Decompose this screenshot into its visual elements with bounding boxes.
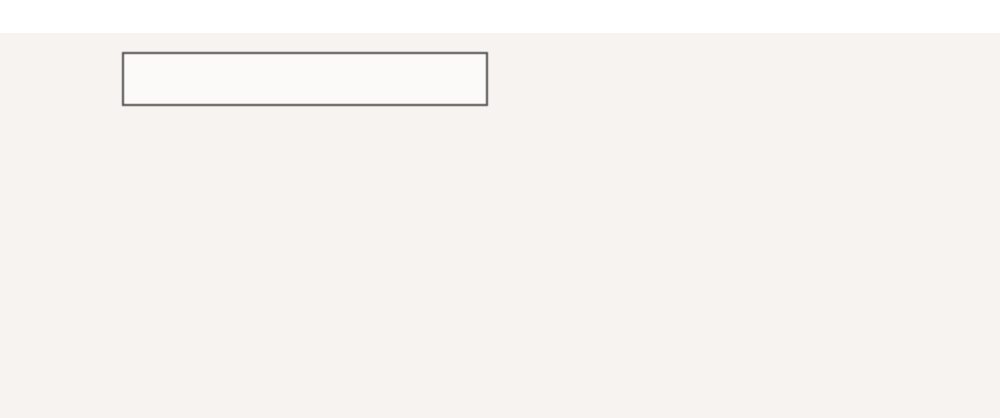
legend-line-sample-blue <box>136 66 200 69</box>
legend <box>122 52 488 106</box>
legend-item-before-pump <box>124 79 486 103</box>
legend-item-after-pump <box>124 55 486 79</box>
legend-line-sample-red <box>136 90 200 93</box>
